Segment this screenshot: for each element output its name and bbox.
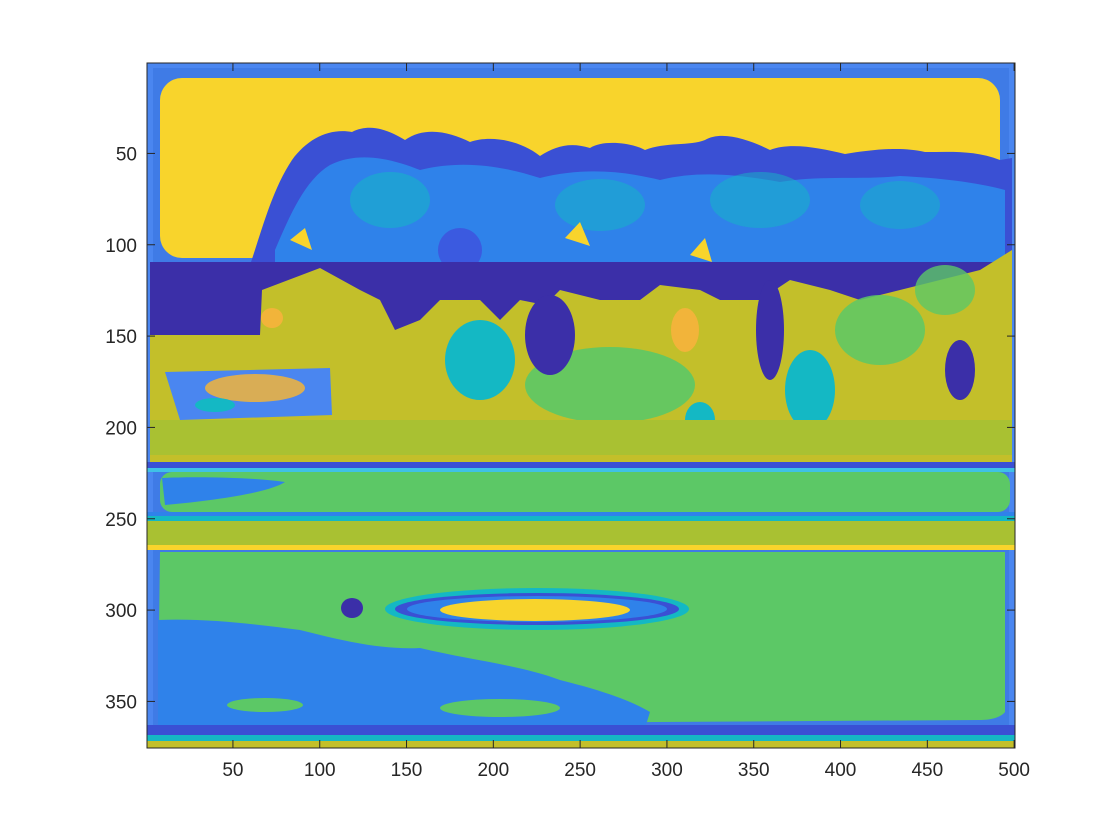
- x-tick-label: 250: [564, 760, 596, 781]
- stripe-c: [147, 521, 1015, 545]
- foliage-orange-spot-a: [261, 308, 283, 328]
- stripe-d: [147, 545, 1015, 550]
- bottom-band-a: [147, 725, 1015, 735]
- bottom-band-c: [147, 741, 1015, 748]
- foliage-patch-teal-a: [445, 320, 515, 400]
- axes-box: [146, 62, 1016, 749]
- foliage-patch-green-b: [835, 295, 925, 365]
- foliage-patch-dark-b: [525, 295, 575, 375]
- x-tick-label: 50: [222, 760, 243, 781]
- y-tick-label: 350: [105, 692, 137, 713]
- y-axis: 50 100 150 200 250 300 350: [105, 144, 1015, 713]
- x-tick-label: 500: [998, 760, 1030, 781]
- y-tick-label: 300: [105, 601, 137, 622]
- canopy-blob-a: [438, 228, 482, 272]
- foliage-orange-spot-b: [671, 308, 699, 352]
- boundary-line-b: [147, 468, 1015, 472]
- foliage-patch-teal-b: [785, 350, 835, 430]
- foliage-patch-dark-a: [756, 280, 784, 380]
- canopy-yellow-fleck-c: [690, 238, 712, 262]
- x-tick-label: 300: [651, 760, 683, 781]
- left-object-teal: [195, 398, 235, 412]
- heatmap-image: [147, 63, 1015, 748]
- y-tick-label: 250: [105, 510, 137, 531]
- canopy-yellow-fleck-a: [290, 228, 312, 250]
- x-tick-label: 450: [911, 760, 943, 781]
- upper-field-shadow: [162, 477, 285, 505]
- canopy-yellow-fleck-b: [565, 222, 590, 246]
- bottom-band-b: [147, 735, 1015, 741]
- y-tick-label: 200: [105, 418, 137, 439]
- canopy-blob-e: [860, 181, 940, 229]
- x-tick-label: 400: [825, 760, 857, 781]
- left-object-highlight: [205, 374, 305, 402]
- y-tick-label: 100: [105, 236, 137, 257]
- center-spot-core: [440, 599, 630, 621]
- grass-strip-region: [150, 420, 1012, 460]
- stripe-a: [147, 512, 1015, 516]
- x-tick-label: 100: [304, 760, 336, 781]
- y-tick-label: 50: [116, 144, 137, 165]
- foliage-patch-green-a: [525, 347, 695, 423]
- field-shadow-patch-a: [227, 698, 303, 712]
- foliage-patch-dark-c: [945, 340, 975, 400]
- x-tick-label: 350: [738, 760, 770, 781]
- field-dark-spot: [341, 598, 363, 618]
- canopy-blob-b: [350, 172, 430, 228]
- x-tick-label: 150: [391, 760, 423, 781]
- y-tick-label: 150: [105, 327, 137, 348]
- grass-strip-upper: [150, 455, 1012, 463]
- foliage-patch-green-c: [915, 265, 975, 315]
- x-tick-label: 200: [477, 760, 509, 781]
- upper-field-region: [160, 472, 1010, 512]
- canopy-blob-c: [555, 179, 645, 231]
- stripe-b: [147, 516, 1015, 521]
- canopy-blob-d: [710, 172, 810, 228]
- field-shadow-patch-b: [440, 699, 560, 717]
- boundary-line-a: [147, 462, 1015, 468]
- x-axis: 50 100 150 200 250 300 350 400 450 500: [222, 63, 1030, 781]
